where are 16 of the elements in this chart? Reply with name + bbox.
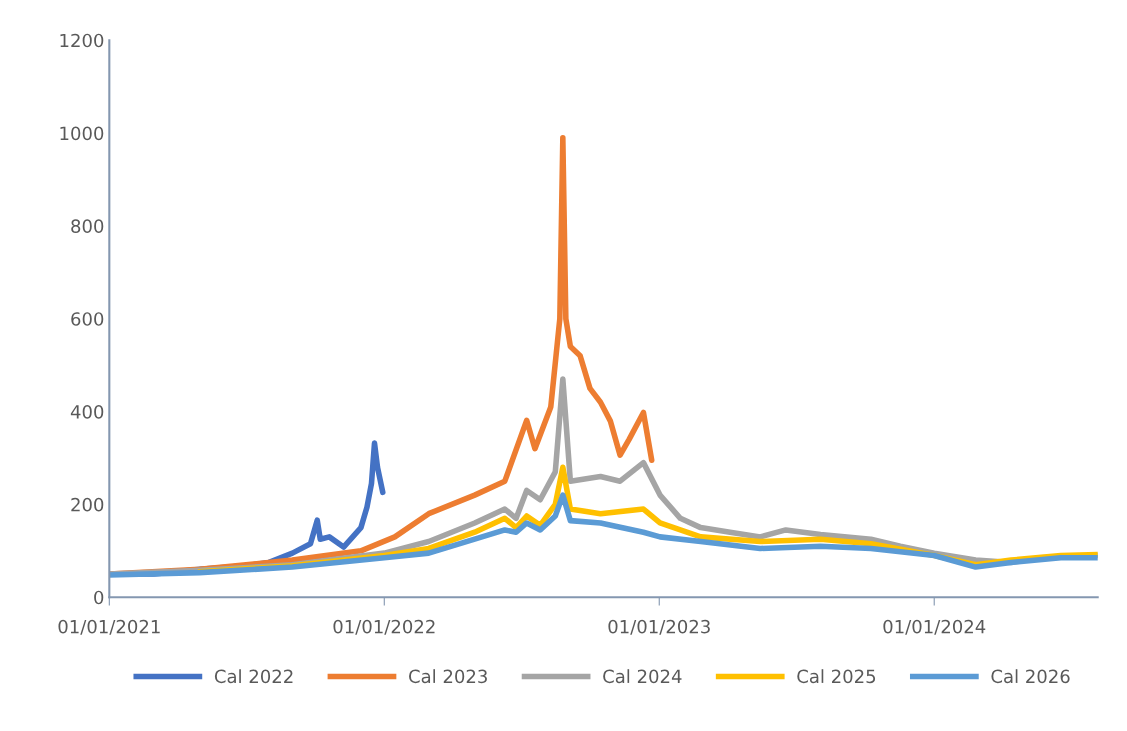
legend-label: Cal 2022 bbox=[214, 669, 293, 684]
x-tick-label: 01/01/2022 bbox=[333, 619, 435, 635]
y-tick-label: 1200 bbox=[60, 33, 104, 48]
x-tick-label: 01/01/2021 bbox=[58, 619, 160, 635]
legend-label: Cal 2024 bbox=[603, 669, 682, 684]
legend-label: Cal 2023 bbox=[409, 669, 487, 684]
y-tick-label: 600 bbox=[71, 312, 104, 326]
legend-label: Cal 2026 bbox=[991, 669, 1070, 684]
y-tick-label: 400 bbox=[70, 405, 104, 419]
y-tick-label: 1000 bbox=[60, 126, 104, 141]
legend-label: Cal 2025 bbox=[797, 669, 876, 684]
y-tick-label: 800 bbox=[71, 219, 104, 233]
x-tick-label: 01/01/2024 bbox=[883, 619, 986, 635]
y-tick-label: 200 bbox=[71, 497, 104, 512]
y-tick-label: 0 bbox=[94, 590, 104, 605]
x-tick-label: 01/01/2023 bbox=[608, 619, 710, 635]
